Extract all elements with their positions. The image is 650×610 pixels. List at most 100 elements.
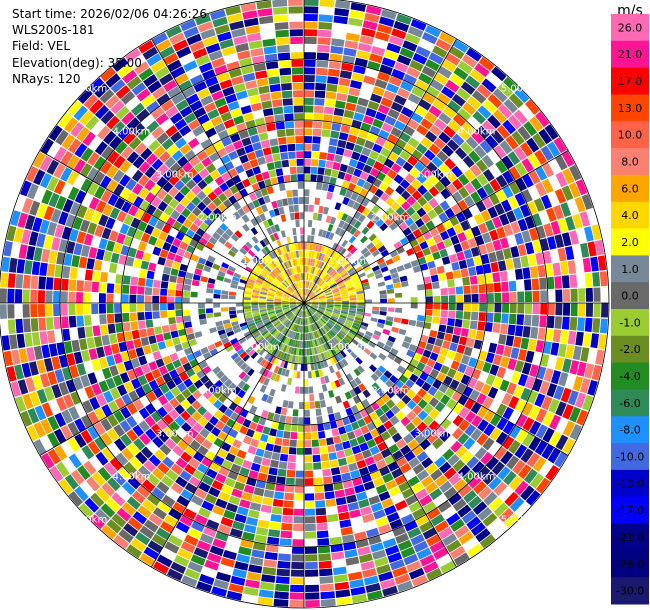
range-gate-cell (587, 380, 598, 396)
range-gate-cell (304, 105, 314, 113)
range-gate-cell (111, 492, 126, 507)
range-gate-cell (429, 352, 439, 362)
range-gate-cell (356, 308, 364, 313)
range-gate-cell (148, 454, 162, 467)
range-gate-cell (266, 303, 274, 305)
range-gate-cell (246, 319, 255, 325)
range-gate-cell (168, 409, 180, 420)
range-gate-cell (529, 473, 544, 489)
range-gate-cell (249, 502, 262, 512)
range-gate-cell (341, 260, 349, 268)
range-gate-cell (248, 349, 256, 357)
range-gate-cell (304, 523, 316, 531)
range-gate-cell (333, 482, 344, 491)
range-gate-cell (126, 429, 139, 442)
range-gate-cell (419, 355, 429, 365)
range-gate-cell (275, 483, 285, 492)
range-gate-cell (540, 290, 548, 302)
range-gate-cell (362, 20, 378, 31)
range-gate-cell (30, 289, 38, 303)
range-gate-cell (422, 92, 436, 105)
range-gate-cell (293, 324, 297, 332)
range-gate-cell (288, 447, 297, 455)
range-gate-cell (299, 317, 302, 325)
range-gate-cell (368, 495, 381, 505)
range-gate-cell (271, 452, 281, 461)
range-gate-cell (316, 268, 321, 276)
range-gate-cell (464, 228, 474, 240)
range-gate-cell (428, 420, 440, 432)
range-gate-cell (239, 467, 250, 477)
range-gate-cell (377, 104, 390, 115)
range-gate-cell (425, 130, 438, 143)
range-gate-cell (95, 508, 111, 524)
range-gate-cell (306, 273, 309, 281)
range-gate-cell (215, 473, 227, 484)
range-gate-cell (266, 474, 277, 483)
range-gate-cell (515, 177, 527, 192)
range-gate-cell (297, 303, 304, 305)
colorbar-tick-label: -17.0 (616, 504, 644, 517)
range-gate-cell (582, 332, 592, 347)
range-gate-cell (268, 346, 275, 354)
range-gate-cell (562, 303, 571, 316)
range-gate-cell (257, 472, 268, 482)
range-gate-cell (232, 439, 242, 449)
range-gate-cell (310, 283, 315, 290)
range-gate-cell (355, 266, 363, 273)
range-gate-cell (441, 144, 454, 157)
range-gate-cell (557, 343, 567, 358)
range-gate-cell (412, 507, 426, 520)
range-gate-cell (451, 334, 460, 344)
range-gate-cell (499, 379, 510, 392)
range-gate-cell (395, 410, 406, 421)
range-gate-cell (230, 337, 238, 345)
range-gate-cell (326, 278, 333, 284)
range-gate-cell (175, 309, 183, 317)
range-gate-cell (114, 283, 122, 294)
range-gate-cell (259, 465, 270, 474)
range-gate-cell (342, 196, 350, 206)
range-gate-cell (443, 486, 458, 500)
range-gate-cell (345, 224, 354, 233)
range-gate-cell (130, 538, 147, 552)
range-gate-cell (458, 419, 470, 432)
range-gate-cell (304, 386, 309, 394)
range-gate-cell (105, 497, 121, 513)
range-gate-cell (535, 408, 548, 423)
range-gate-cell (463, 249, 473, 259)
range-gate-cell (338, 132, 349, 141)
range-gate-cell (349, 579, 365, 589)
range-gate-cell (350, 379, 358, 388)
range-gate-cell (153, 561, 169, 575)
range-gate-cell (320, 318, 327, 324)
range-gate-cell (486, 293, 494, 303)
range-gate-cell (359, 442, 369, 452)
range-gate-cell (334, 202, 342, 211)
range-gate-cell (326, 83, 338, 92)
range-gate-cell (319, 0, 335, 8)
range-gate-cell (106, 283, 115, 293)
range-gate-cell (304, 82, 315, 90)
range-gate-cell (313, 251, 318, 259)
range-gate-cell (438, 383, 449, 394)
range-gate-cell (269, 327, 276, 334)
range-gate-cell (243, 365, 252, 374)
range-gate-cell (242, 459, 253, 470)
range-gate-cell (305, 325, 308, 333)
range-gate-cell (471, 131, 485, 145)
range-gate-cell (323, 246, 329, 255)
range-gate-cell (562, 404, 574, 420)
range-gate-cell (488, 476, 502, 491)
range-gate-cell (76, 292, 84, 303)
range-gate-cell (333, 307, 341, 311)
range-gate-cell (56, 342, 66, 356)
range-gate-cell (471, 415, 483, 428)
range-gate-cell (478, 56, 495, 72)
range-gate-cell (304, 297, 309, 303)
range-gate-cell (115, 274, 124, 284)
range-gate-cell (217, 329, 226, 336)
range-gate-cell (423, 365, 433, 375)
range-gate-cell (168, 282, 176, 290)
range-gate-cell (160, 521, 175, 534)
